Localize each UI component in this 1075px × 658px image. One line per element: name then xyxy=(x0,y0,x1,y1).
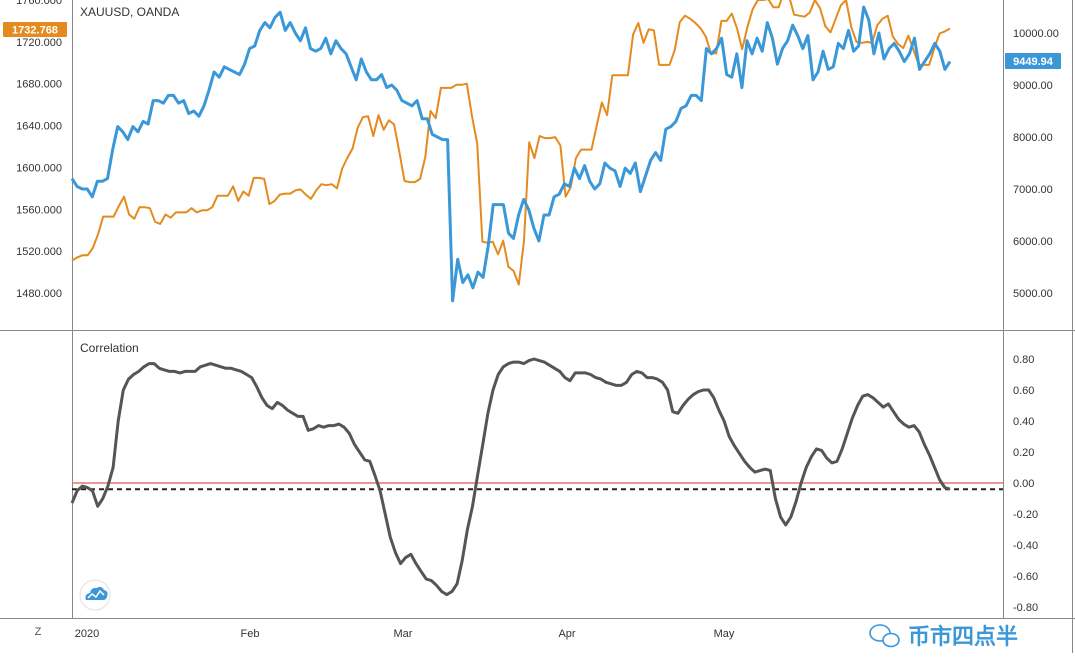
logo-chart-line xyxy=(87,589,105,599)
correlation-axis-tick-label: -0.80 xyxy=(1013,602,1038,614)
time-axis-tick-label: Feb xyxy=(241,628,260,640)
watermark: 币市四点半 xyxy=(869,624,1018,649)
right-axis-tick-label: 5000.00 xyxy=(1013,288,1053,300)
left-price-axis[interactable]: 1480.000 1520.000 1560.000 1600.000 1640.000… xyxy=(16,0,62,300)
watermark-text: 币市四点半 xyxy=(908,624,1018,649)
indicator-label[interactable]: Correlation xyxy=(80,341,139,355)
xauusd-price-badge: 1732.768 xyxy=(3,22,67,37)
time-axis-tick-label: 2020 xyxy=(75,628,99,640)
price-pane-background xyxy=(72,0,1003,330)
xauusd-price-badge-text: 1732.768 xyxy=(12,25,58,37)
left-axis-tick-label: 1520.000 xyxy=(16,246,62,258)
indicator-pane-background xyxy=(72,331,1003,618)
xauusd-price-badge-bg xyxy=(3,22,67,37)
wechat-bubble-small xyxy=(882,632,900,648)
time-axis[interactable]: 2020 Feb Mar Apr May xyxy=(75,628,735,640)
correlation-axis-tick-label: 0.80 xyxy=(1013,354,1034,366)
cloud-chart-icon[interactable] xyxy=(79,579,111,611)
right-axis-tick-label: 6000.00 xyxy=(1013,236,1053,248)
correlation-axis-tick-label: -0.40 xyxy=(1013,540,1038,552)
correlation-axis-tick-label: 0.00 xyxy=(1013,478,1034,490)
btc-series-line xyxy=(70,5,952,303)
left-axis-tick-label: 1600.000 xyxy=(16,162,62,174)
wechat-icon xyxy=(869,624,900,648)
correlation-series-line xyxy=(70,357,951,597)
correlation-axis-tick-label: 0.60 xyxy=(1013,385,1034,397)
timezone-button-label[interactable]: Z xyxy=(35,626,42,638)
time-axis-tick-label: Mar xyxy=(394,628,413,640)
correlation-axis-tick-label: 0.20 xyxy=(1013,447,1034,459)
symbol-label[interactable]: XAUUSD, OANDA xyxy=(80,5,179,19)
right-axis-tick-label: 7000.00 xyxy=(1013,184,1053,196)
right-price-axis[interactable]: 5000.00 6000.00 7000.00 8000.00 9000.00 10000… xyxy=(1013,28,1059,300)
left-axis-tick-label: 1680.000 xyxy=(16,79,62,91)
correlation-axis-tick-label: -0.20 xyxy=(1013,509,1038,521)
left-axis-tick-label: 1720.000 xyxy=(16,37,62,49)
series-lines xyxy=(70,0,952,597)
xauusd-series-line xyxy=(71,0,951,286)
left-axis-tick-label: 1640.000 xyxy=(16,121,62,133)
correlation-axis[interactable]: 0.80 0.60 0.40 0.20 0.00 -0.20 -0.40 -0.60 -0.80 xyxy=(1013,354,1038,614)
right-axis-tick-label: 10000.00 xyxy=(1013,28,1059,40)
left-axis-tick-label: 1480.000 xyxy=(16,288,62,300)
timezone-button-bg[interactable] xyxy=(28,622,48,640)
time-axis-tick-label: May xyxy=(714,628,735,640)
right-axis-tick-label: 8000.00 xyxy=(1013,132,1053,144)
left-axis-tick-label: 1760.000 xyxy=(16,0,62,7)
reference-lines xyxy=(72,482,1003,491)
time-axis-tick-label: Apr xyxy=(558,628,575,640)
btc-price-badge: 9449.94 xyxy=(1005,53,1061,69)
left-axis-tick-label: 1560.000 xyxy=(16,204,62,216)
correlation-axis-tick-label: -0.60 xyxy=(1013,571,1038,583)
btc-price-badge-bg xyxy=(1005,53,1061,69)
right-axis-tick-label: 9000.00 xyxy=(1013,80,1053,92)
btc-price-badge-text: 9449.94 xyxy=(1013,56,1054,68)
logo-cloud-shape xyxy=(85,586,108,600)
timezone-button[interactable]: Z xyxy=(28,622,48,640)
correlation-axis-tick-label: 0.40 xyxy=(1013,416,1034,428)
